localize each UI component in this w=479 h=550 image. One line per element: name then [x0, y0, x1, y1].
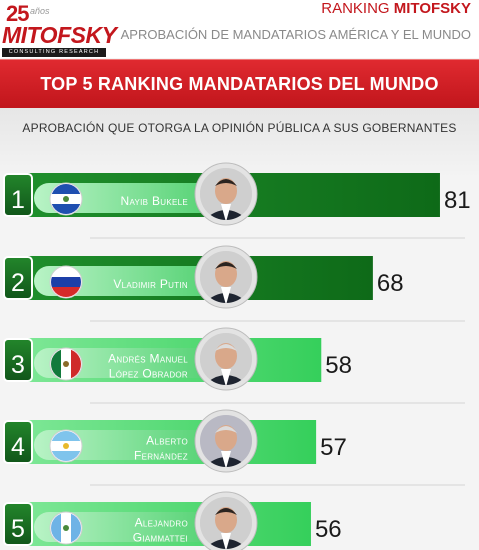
value-label: 68 — [377, 270, 404, 297]
logo-number: 25 — [6, 1, 30, 26]
flag-stripe — [51, 349, 61, 379]
leader-name: Alejandro — [135, 516, 188, 530]
rank-badge — [3, 338, 33, 382]
leader-name: Fernández — [134, 449, 188, 463]
portrait-face — [215, 425, 237, 451]
flag-stripes — [51, 267, 81, 297]
portrait-hair — [215, 179, 237, 186]
leader-name: López Obrador — [109, 367, 188, 381]
header: 25 años MITOFSKY CONSULTING RESEARCH RAN… — [0, 0, 479, 58]
flag-stripe — [51, 513, 61, 543]
flag-stripe — [51, 287, 81, 297]
portrait-icon — [194, 409, 258, 473]
flag-stripes — [51, 431, 81, 461]
rank-badge — [3, 256, 33, 300]
ranking-brand: MITOFSKY — [393, 0, 471, 17]
value-label: 81 — [444, 187, 471, 214]
rank-number: 4 — [11, 433, 25, 461]
rank-number: 5 — [11, 515, 25, 543]
flag-stripes — [51, 184, 81, 214]
portrait-figure — [200, 415, 252, 467]
portrait-face — [215, 507, 237, 533]
ranking-row: 1 Nayib Bukele 81 — [3, 162, 471, 239]
rank-number: 2 — [11, 269, 25, 297]
page-subtitle: APROBACIÓN DE MANDATARIOS AMÉRICA Y EL M… — [120, 27, 471, 42]
portrait-figure — [200, 497, 252, 549]
portrait-face — [215, 178, 237, 204]
el-salvador-flag — [49, 182, 83, 216]
portrait-shirt — [221, 533, 231, 549]
portrait-hair — [215, 508, 237, 515]
flag-stripe — [51, 431, 81, 441]
value-label: 57 — [320, 434, 347, 461]
value-label: 56 — [315, 516, 342, 543]
flag-emblem — [63, 196, 69, 202]
portrait-icon — [194, 491, 258, 550]
flag-stripe — [71, 349, 81, 379]
mexico-flag — [49, 347, 83, 381]
leader-name: Alberto — [146, 434, 188, 448]
portrait-face — [215, 261, 237, 287]
portrait-hair — [215, 426, 237, 433]
ranking-title: RANKING MITOFSKY — [321, 0, 471, 17]
value-label: 58 — [325, 352, 352, 379]
rank-badge — [3, 420, 33, 464]
title-banner: TOP 5 RANKING MANDATARIOS DEL MUNDO — [0, 59, 479, 109]
logo-wordmark: MITOFSKY — [2, 22, 117, 48]
leader-name: Giammattei — [133, 531, 188, 545]
portrait-hair — [215, 262, 237, 269]
russia-flag — [49, 265, 83, 299]
portrait-shirt — [221, 204, 231, 220]
rank-badge — [3, 173, 33, 217]
flag-stripe — [51, 277, 81, 287]
flag-stripes — [51, 513, 81, 543]
flag-emblem — [63, 525, 69, 531]
rank-number: 1 — [11, 186, 25, 214]
flag-emblem — [63, 361, 69, 367]
leader-name: Vladimir Putin — [113, 277, 188, 291]
rank-number: 3 — [11, 351, 25, 379]
portrait-face — [215, 343, 237, 369]
portrait-icon — [194, 327, 258, 391]
chart-caption: APROBACIÓN QUE OTORGA LA OPINIÓN PÚBLICA… — [22, 121, 457, 135]
leader-name: Nayib Bukele — [121, 194, 188, 208]
flag-stripe — [51, 204, 81, 214]
flag-stripes — [51, 349, 81, 379]
ranking-prefix: RANKING — [321, 0, 390, 17]
flag-stripe — [51, 184, 81, 194]
portrait-shirt — [221, 451, 231, 467]
logo-years: años — [30, 6, 50, 16]
flag-stripe — [51, 267, 81, 277]
guatemala-flag — [49, 511, 83, 545]
portrait-icon — [194, 245, 258, 309]
leader-name: Andrés Manuel — [108, 352, 188, 366]
argentina-flag — [49, 429, 83, 463]
banner-title: TOP 5 RANKING MANDATARIOS DEL MUNDO — [40, 74, 439, 94]
portrait-shirt — [221, 287, 231, 303]
flag-stripe — [51, 451, 81, 461]
portrait-hair — [215, 344, 237, 351]
logo-tagline: CONSULTING RESEARCH — [2, 48, 106, 57]
flag-emblem — [63, 443, 69, 449]
rank-badge — [3, 502, 33, 546]
portrait-shirt — [221, 369, 231, 385]
flag-stripe — [71, 513, 81, 543]
portrait-icon — [194, 162, 258, 226]
ranking-row: 2 Vladimir Putin 68 — [3, 245, 465, 322]
